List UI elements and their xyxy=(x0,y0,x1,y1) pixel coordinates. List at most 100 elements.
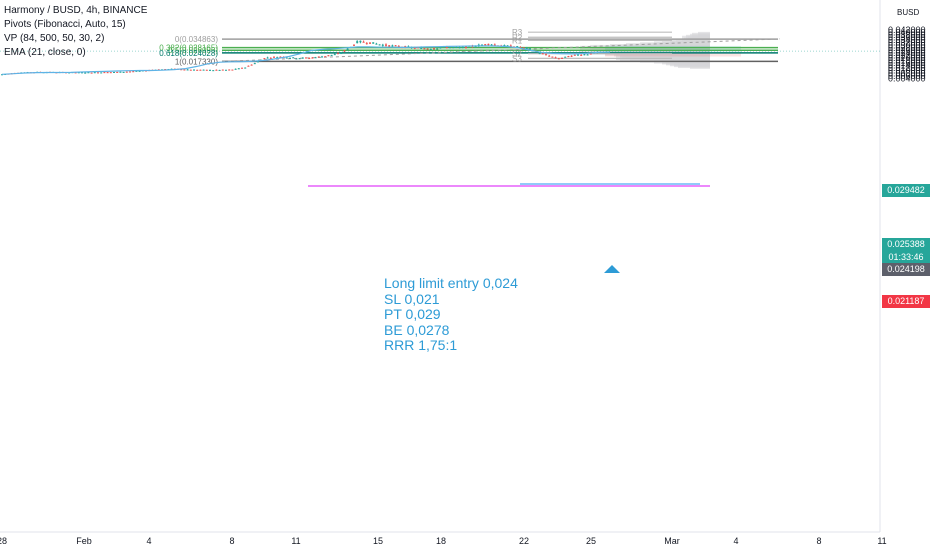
candle-body xyxy=(100,72,103,74)
candle-body xyxy=(545,54,547,56)
candle-body xyxy=(378,44,381,46)
candle-body xyxy=(193,69,195,71)
candle-body xyxy=(554,57,557,59)
candle-body xyxy=(109,72,112,74)
candle-body xyxy=(346,48,349,50)
candle-body xyxy=(394,45,397,47)
x-tick-label: Feb xyxy=(76,536,92,546)
y-tick-label: 0.004000 xyxy=(888,73,926,83)
candle-body xyxy=(474,46,477,48)
x-tick-label: 4 xyxy=(146,536,151,546)
candle-body xyxy=(295,58,298,60)
x-tick-label: 15 xyxy=(373,536,383,546)
candle-body xyxy=(564,56,567,58)
y-tick-label: 0.032000 xyxy=(888,38,926,48)
candle-body xyxy=(106,72,109,74)
candle-body xyxy=(97,72,99,74)
legend-ema[interactable]: EMA (21, close, 0) xyxy=(4,47,86,58)
candle-body xyxy=(423,48,426,50)
candle-body xyxy=(503,44,506,47)
candle-body xyxy=(225,69,227,71)
candle-body xyxy=(218,69,221,71)
candle-body xyxy=(263,58,266,60)
candle-body xyxy=(186,69,189,71)
candle-body xyxy=(340,53,343,55)
candle-body xyxy=(522,47,525,49)
candle-body xyxy=(317,56,320,58)
position-loss-zone[interactable] xyxy=(605,52,741,57)
trade-note[interactable]: Long limit entry 0,024 SL 0,021 PT 0,029… xyxy=(384,275,518,354)
candle-body xyxy=(244,67,247,69)
x-tick-label: 4 xyxy=(733,536,738,546)
candle-body xyxy=(308,58,311,60)
candle-body xyxy=(279,56,282,58)
candle-body xyxy=(375,43,378,45)
candle-body xyxy=(385,44,387,46)
y-tick-label: 0.034000 xyxy=(888,35,926,45)
candle-body xyxy=(234,68,237,70)
candle-body xyxy=(209,69,211,71)
legend-symbol[interactable]: Harmony / BUSD, 4h, BINANCE xyxy=(4,5,148,16)
y-tick-label: 0.026000 xyxy=(888,45,926,55)
candle-body xyxy=(586,54,589,56)
candle-body xyxy=(516,46,519,48)
candle-body xyxy=(458,47,461,49)
candle-body xyxy=(129,71,131,73)
fib-level-label: 0.618(0.024028) xyxy=(159,49,218,58)
candle-body xyxy=(138,70,141,72)
candle-body xyxy=(372,42,375,44)
candle-body xyxy=(570,55,573,57)
candle-body xyxy=(324,56,327,58)
candle-body xyxy=(461,46,464,48)
y-tick-label: 0.042000 xyxy=(888,25,926,35)
x-tick-label: 22 xyxy=(519,536,529,546)
candle-body xyxy=(580,54,583,56)
candle-body xyxy=(199,69,202,71)
legend-pivots[interactable]: Pivots (Fibonacci, Auto, 15) xyxy=(4,19,126,30)
candle-body xyxy=(292,57,295,59)
y-tick-label: 0.006000 xyxy=(888,71,926,81)
candle-body xyxy=(487,43,490,46)
candle-body xyxy=(205,69,208,71)
candle-body xyxy=(557,58,560,60)
y-tick-label: 0.018000 xyxy=(888,56,926,66)
candle-body xyxy=(84,72,87,74)
position-profit-zone[interactable] xyxy=(605,45,741,53)
candle-body xyxy=(87,72,90,74)
legend-volume-profile[interactable]: VP (84, 500, 50, 30, 2) xyxy=(4,33,105,44)
candle-body xyxy=(119,71,122,73)
badge-entry-price: 0.024198 xyxy=(882,263,930,276)
candle-body xyxy=(493,44,496,46)
candle-body xyxy=(180,69,183,71)
candle-body xyxy=(589,53,592,55)
currency-label[interactable]: BUSD xyxy=(897,8,920,17)
pivot-label: R3 xyxy=(512,28,523,37)
y-tick-label: 0.036000 xyxy=(888,33,926,43)
candle-body xyxy=(247,65,250,67)
note-be: BE 0,0278 xyxy=(384,321,450,338)
y-tick-label: 0.028000 xyxy=(888,43,926,53)
candle-body xyxy=(183,69,186,71)
ema-line[interactable] xyxy=(1,45,611,75)
candle-body xyxy=(305,57,307,59)
candle-body xyxy=(465,46,467,48)
candle-body xyxy=(362,41,365,43)
entry-arrow-icon[interactable] xyxy=(604,265,620,273)
y-tick-label: 0.022000 xyxy=(888,50,926,60)
note-rrr: RRR 1,75:1 xyxy=(384,337,458,353)
candle-body xyxy=(132,71,135,73)
candle-body xyxy=(333,54,336,56)
y-tick-label: 0.030000 xyxy=(888,40,926,50)
candle-body xyxy=(253,63,256,65)
y-tick-label: 0.024000 xyxy=(888,48,926,58)
candle-body xyxy=(525,47,528,49)
candle-body xyxy=(356,41,359,44)
candle-body xyxy=(330,54,333,56)
candle-body xyxy=(202,69,205,71)
candle-body xyxy=(231,69,234,71)
x-tick-label: 11 xyxy=(877,536,886,546)
candle-body xyxy=(548,55,551,57)
y-tick-label: 0.014000 xyxy=(888,61,926,71)
candle-body xyxy=(365,43,368,45)
